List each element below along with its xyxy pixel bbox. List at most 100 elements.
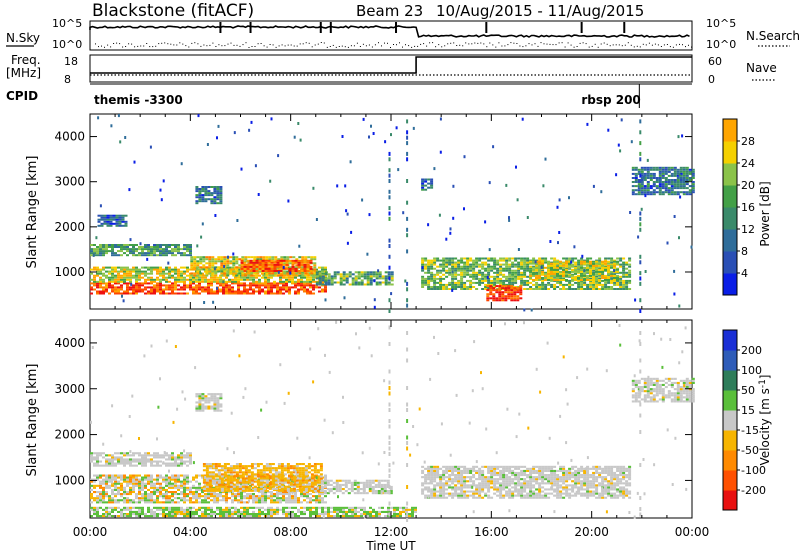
heatmap-cell <box>424 178 428 181</box>
heatmap-cell <box>486 275 489 279</box>
heatmap-cell <box>520 281 524 284</box>
heatmap-cell <box>478 263 482 266</box>
heatmap-cell <box>481 265 485 268</box>
heatmap-cell <box>138 276 141 279</box>
heatmap-cell <box>439 281 443 284</box>
heatmap-cell <box>126 248 129 251</box>
heatmap-cell <box>301 477 305 480</box>
heatmap-cell <box>150 495 153 498</box>
heatmap-cell <box>126 501 129 504</box>
heatmap-cell <box>232 489 236 492</box>
heatmap-cell <box>676 191 680 194</box>
heatmap-cell <box>135 268 138 271</box>
heatmap-cell <box>646 181 650 183</box>
heatmap-cell <box>174 482 177 485</box>
heatmap-cell <box>195 480 198 483</box>
heatmap-cell <box>180 252 183 255</box>
heatmap-cell <box>571 264 574 267</box>
heatmap-cell <box>306 482 309 485</box>
colorbar-swatch <box>723 207 737 230</box>
heatmap-cell <box>321 283 325 286</box>
heatmap-cell <box>679 187 683 190</box>
heatmap-cell <box>205 272 209 275</box>
heatmap-cell <box>541 262 544 265</box>
heatmap-cell <box>664 177 668 179</box>
heatmap-cell <box>430 279 434 282</box>
heatmap-cell <box>199 272 203 275</box>
heatmap-cell <box>111 254 114 257</box>
heatmap-cell <box>318 279 322 282</box>
heatmap-cell <box>562 279 565 281</box>
heatmap-cell <box>427 261 431 264</box>
heatmap-cell <box>268 485 272 488</box>
heatmap-cell <box>318 497 321 500</box>
heatmap-cell <box>220 489 224 492</box>
heatmap-cell <box>108 284 111 287</box>
heatmap-cell <box>108 501 111 504</box>
heatmap-cell <box>486 297 490 300</box>
station-title: Blackstone (fitACF) <box>92 1 254 21</box>
heatmap-cell <box>336 271 340 274</box>
heatmap-cell <box>123 476 126 479</box>
heatmap-cell <box>438 213 441 217</box>
heatmap-cell <box>499 273 503 276</box>
heatmap-cell <box>532 288 536 290</box>
heatmap-cell <box>222 499 225 502</box>
heatmap-cell <box>520 279 524 282</box>
heatmap-cell <box>295 473 299 476</box>
heatmap-cell <box>180 292 183 295</box>
heatmap-cell <box>165 272 168 275</box>
heatmap-cell <box>108 484 111 487</box>
heatmap-cell <box>126 497 129 500</box>
heatmap-cell <box>342 283 346 286</box>
heatmap-cell <box>430 271 434 274</box>
heatmap-cell <box>201 196 205 199</box>
heatmap-cell <box>219 190 223 193</box>
heatmap-cell <box>402 211 405 215</box>
heatmap-cell <box>201 276 204 279</box>
heatmap-cell <box>174 254 177 257</box>
heatmap-cell <box>241 272 245 275</box>
heatmap-cell <box>369 279 373 282</box>
heatmap-cell <box>223 262 227 265</box>
heatmap-cell <box>541 281 545 284</box>
heatmap-cell <box>223 467 227 470</box>
heatmap-cell <box>217 465 221 468</box>
heatmap-cell <box>198 194 202 197</box>
heatmap-cell <box>562 272 565 275</box>
heatmap-cell <box>220 266 224 269</box>
heatmap-cell <box>283 467 287 470</box>
heatmap-cell <box>246 478 249 481</box>
heatmap-cell <box>141 282 144 285</box>
heatmap-cell <box>246 278 249 281</box>
heatmap-cell <box>217 256 221 259</box>
heatmap-cell <box>343 296 346 300</box>
heatmap-cell <box>628 259 632 262</box>
heatmap-cell <box>102 493 105 496</box>
heatmap-cell <box>357 277 361 280</box>
heatmap-cell <box>505 263 509 266</box>
heatmap-cell <box>499 283 503 286</box>
heatmap-cell <box>132 484 135 487</box>
heatmap-cell <box>111 501 114 504</box>
nsearch-point <box>498 42 500 44</box>
heatmap-cell <box>607 128 610 132</box>
heatmap-cell <box>207 290 210 293</box>
colorbar-swatch <box>723 229 737 252</box>
heatmap-cell <box>126 244 129 246</box>
heatmap-cell <box>690 245 693 249</box>
nsearch-point <box>691 46 692 48</box>
heatmap-cell <box>544 266 547 269</box>
heatmap-cell <box>177 480 180 483</box>
heatmap-cell <box>523 308 526 312</box>
heatmap-cell <box>547 283 551 286</box>
heatmap-cell <box>283 272 287 275</box>
heatmap-cell <box>99 486 102 489</box>
heatmap-cell <box>135 286 138 289</box>
heatmap-cell <box>357 275 361 278</box>
heatmap-cell <box>301 274 305 277</box>
heatmap-cell <box>210 194 214 197</box>
heatmap-cell <box>406 249 409 254</box>
freq-line <box>90 56 692 74</box>
heatmap-cell <box>619 271 623 274</box>
